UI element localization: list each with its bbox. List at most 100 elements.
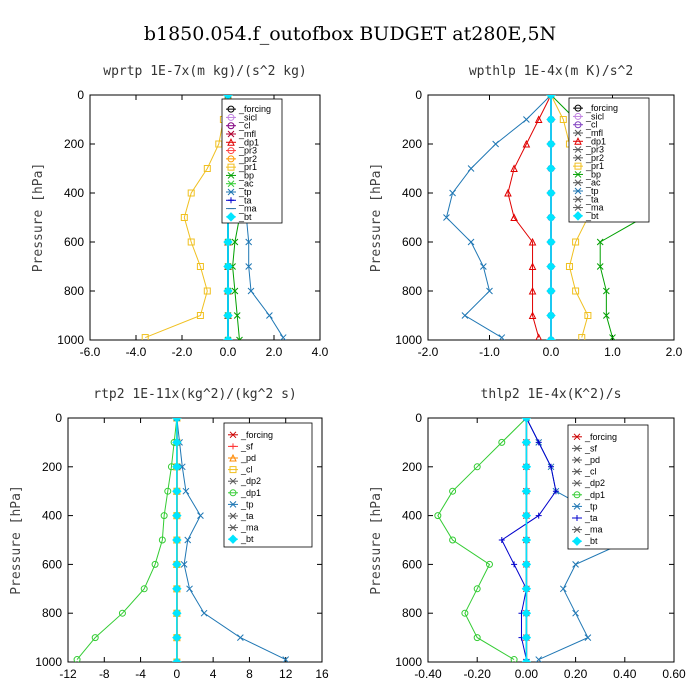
data-point	[504, 188, 512, 197]
panel-2: wpthlp 1E-4x(m K)/s^2 Pressure [hPa] -2.0 -…	[369, 64, 683, 359]
legend-entry: _ta	[240, 511, 254, 521]
data-point	[196, 263, 204, 270]
data-point	[164, 487, 172, 495]
data-point	[546, 188, 556, 198]
legend-entry: _pr1	[238, 162, 257, 172]
plot-frame	[427, 417, 675, 663]
legend-entry: _forcing	[585, 103, 618, 113]
data-point	[203, 165, 211, 172]
data-point	[510, 656, 518, 662]
y-tick-label: 0	[415, 411, 422, 425]
data-point	[172, 510, 182, 521]
data-point	[118, 609, 126, 617]
data-point	[266, 312, 273, 319]
figure-title: b1850.054.f_outofbox BUDGET at280E,5N	[144, 23, 556, 45]
data-point	[546, 95, 556, 100]
legend-entry: _ma	[585, 203, 604, 213]
x-tick-label: 8	[246, 667, 253, 681]
data-point	[282, 656, 290, 662]
data-point	[498, 537, 505, 543]
y-tick-label: 0	[415, 88, 422, 102]
x-tick-label: -4.0	[126, 345, 147, 359]
legend-marker	[573, 503, 581, 510]
data-point	[279, 334, 287, 340]
data-point	[461, 312, 469, 319]
legend-entry: _dp1	[584, 490, 605, 500]
data-point	[172, 462, 182, 472]
data-point	[521, 657, 532, 662]
data-point	[521, 584, 532, 594]
legend-entry: _ac	[585, 178, 601, 188]
data-point	[596, 238, 604, 246]
panel-1: wprtp 1E-7x(m kg)/(s^2 kg) Pressure [hPa]…	[31, 64, 329, 359]
legend-marker	[573, 456, 581, 464]
data-point	[223, 335, 233, 340]
data-point	[223, 286, 233, 296]
data-point	[559, 116, 567, 123]
y-tick-label: 800	[42, 606, 62, 620]
legend-entry: _pd	[584, 455, 600, 465]
data-point	[528, 262, 537, 270]
data-point	[528, 286, 537, 295]
x-tick-label: -8	[99, 667, 110, 681]
data-point	[187, 189, 195, 197]
data-point	[197, 512, 204, 519]
legend-marker	[227, 180, 235, 188]
data-point	[559, 585, 567, 593]
data-point	[492, 140, 500, 148]
legend-entry: _forcing	[240, 430, 273, 440]
x-tick-label: -6.0	[80, 345, 101, 359]
data-point	[546, 163, 556, 174]
x-tick-label: -2.0	[418, 345, 439, 359]
legend-entry: _ta	[584, 513, 598, 523]
y-tick-label: 600	[402, 557, 422, 571]
data-point	[546, 335, 556, 340]
data-point	[521, 418, 532, 423]
x-tick-label: 0.0	[543, 345, 560, 359]
legend-entry: _forcing	[238, 104, 271, 114]
y-tick-label: 200	[402, 460, 422, 474]
legend-marker	[573, 445, 581, 452]
legend-entry: _bp	[585, 169, 601, 179]
data-point	[247, 287, 255, 295]
legend-marker	[574, 104, 582, 112]
data-point	[141, 334, 149, 340]
data-point	[535, 333, 542, 340]
data-point	[461, 609, 469, 617]
data-point	[178, 463, 186, 471]
y-tick-label: 1000	[57, 333, 84, 347]
data-point	[231, 287, 239, 295]
legend-box	[221, 98, 283, 224]
y-tick-label: 0	[55, 411, 62, 425]
legend-entry: _ma	[238, 204, 257, 214]
y-axis-label: Pressure [hPa]	[9, 485, 24, 595]
data-point	[528, 311, 537, 319]
data-point	[602, 312, 610, 319]
data-point	[521, 535, 532, 545]
legend-entry: _pr1	[585, 161, 604, 171]
data-point	[231, 238, 239, 246]
legend-marker	[228, 197, 234, 204]
data-point	[565, 263, 573, 270]
x-tick-label: 0.0	[220, 345, 237, 359]
data-point	[180, 561, 188, 568]
data-point	[521, 437, 532, 448]
series-group	[434, 418, 634, 662]
data-point	[184, 536, 192, 544]
legend-entry: _ta	[238, 195, 252, 205]
data-point	[498, 438, 506, 446]
legend-marker	[574, 179, 582, 187]
legend-entry: _sf	[584, 443, 598, 453]
legend-marker	[574, 171, 582, 178]
legend-marker	[229, 453, 237, 462]
data-point	[196, 312, 204, 319]
legend-entry: _ta	[585, 194, 599, 204]
series-group	[73, 418, 290, 662]
legend-marker	[227, 147, 235, 155]
data-point	[535, 512, 542, 519]
legend-marker	[227, 163, 235, 171]
x-tick-label: 0	[174, 667, 181, 681]
legend-entry: _pd	[240, 453, 256, 463]
y-axis-label: Pressure [hPa]	[369, 163, 384, 273]
data-point	[546, 310, 556, 321]
